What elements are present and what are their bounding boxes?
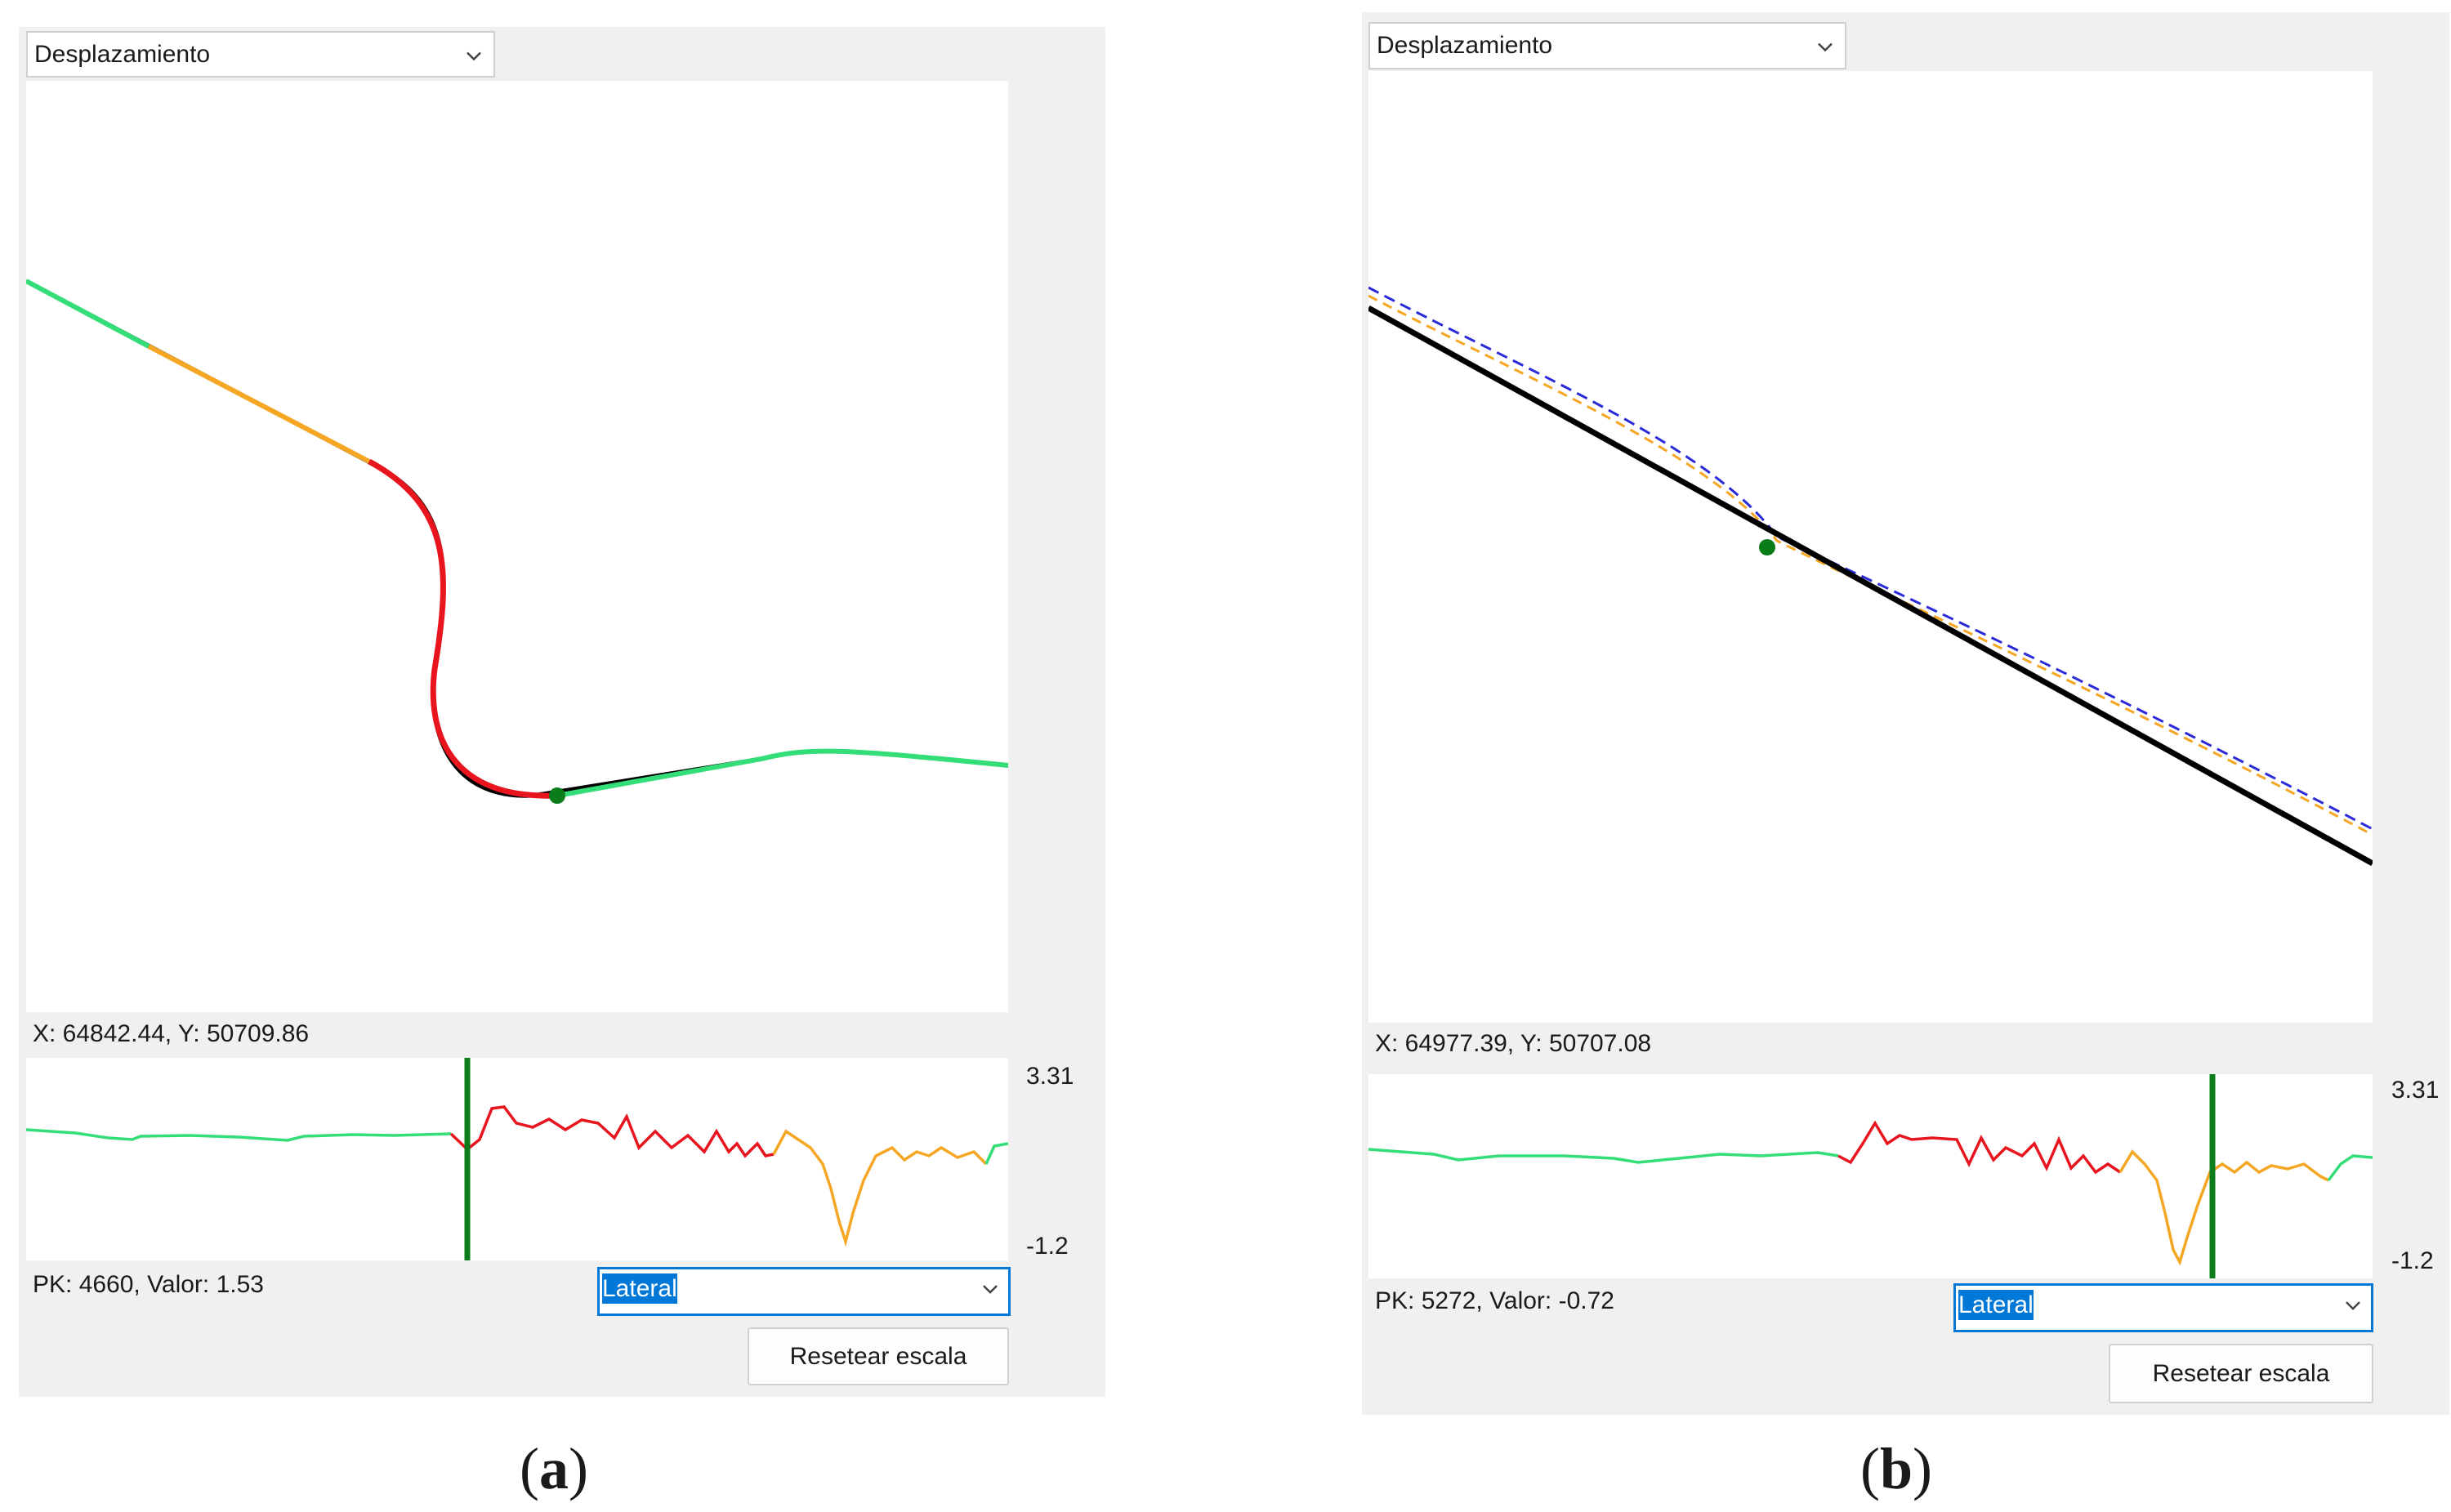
- reset-scale-button[interactable]: Resetear escala: [748, 1327, 1009, 1385]
- tangent-segment-start: [25, 279, 150, 349]
- caption-b: (b): [1860, 1436, 1933, 1501]
- chevron-down-icon: [982, 1283, 998, 1298]
- plan-view-plot[interactable]: [1367, 71, 2374, 1023]
- cursor-readout: X: 64842.44, Y: 50709.86: [33, 1020, 310, 1047]
- cursor-readout: X: 64977.39, Y: 50707.08: [1375, 1030, 1652, 1057]
- alignment-axis: [1367, 305, 2374, 867]
- profile-transition: [772, 1129, 988, 1247]
- view-select-value: Desplazamiento: [1377, 32, 1553, 59]
- profile-curve: [449, 1105, 775, 1158]
- profile-plot[interactable]: [1368, 1074, 2373, 1278]
- curve-segment: [368, 458, 558, 799]
- profile-max-label: 3.31: [1026, 1063, 1074, 1090]
- profile-tangent-end: [984, 1142, 1009, 1165]
- panel-a: Desplazamiento X: 64842.44, Y: 50709.86 …: [19, 27, 1105, 1397]
- profile-max-label: 3.31: [2391, 1077, 2440, 1104]
- chevron-down-icon: [466, 41, 482, 65]
- position-marker: [549, 787, 565, 804]
- profile-plot[interactable]: [25, 1058, 1009, 1260]
- transition-segment: [147, 344, 371, 464]
- profile-tangent-end: [2327, 1154, 2373, 1182]
- profile-min-label: -1.2: [1026, 1233, 1069, 1260]
- view-select[interactable]: Desplazamiento: [1368, 22, 1846, 69]
- profile-min-label: -1.2: [2391, 1247, 2434, 1274]
- profile-tangent-start: [1368, 1148, 1839, 1164]
- chevron-down-icon: [2345, 1300, 2361, 1314]
- reset-scale-button[interactable]: Resetear escala: [2109, 1344, 2373, 1403]
- component-select[interactable]: Lateral: [1953, 1283, 2373, 1332]
- profile-tangent-start: [25, 1128, 452, 1142]
- position-marker: [1759, 539, 1775, 555]
- chevron-down-icon: [1817, 33, 1833, 57]
- offset-line-blue: [1368, 286, 2373, 831]
- profile-readout: PK: 4660, Valor: 1.53: [33, 1271, 264, 1298]
- profile-transition: [2118, 1149, 2329, 1266]
- component-select-value: Lateral: [1958, 1290, 2034, 1320]
- tangent-segment-end: [556, 748, 1009, 798]
- component-select[interactable]: Lateral: [597, 1267, 1011, 1316]
- profile-readout: PK: 5272, Valor: -0.72: [1375, 1287, 1614, 1314]
- caption-a: (a): [520, 1436, 588, 1501]
- view-select-value: Desplazamiento: [34, 40, 211, 68]
- plan-view-plot[interactable]: [25, 81, 1009, 1012]
- panel-b: Desplazamiento X: 64977.39, Y: 50707.08 …: [1362, 12, 2449, 1415]
- view-select[interactable]: Desplazamiento: [26, 31, 495, 78]
- component-select-value: Lateral: [602, 1273, 677, 1304]
- profile-curve: [1837, 1120, 2121, 1175]
- offset-line-orange: [1368, 294, 2373, 836]
